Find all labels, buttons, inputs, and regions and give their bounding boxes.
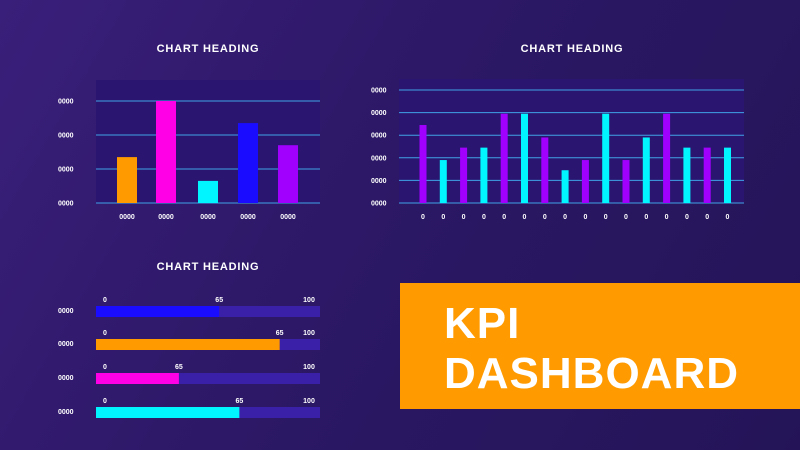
- chart2-bar: [460, 147, 468, 203]
- chart2-y-tick: 0000: [371, 88, 387, 95]
- chart2-x-tick: 0: [523, 214, 527, 221]
- chart3-min-label: 0: [103, 398, 107, 405]
- chart2-bar: [663, 113, 671, 203]
- chart1-x-tick: 0000: [200, 214, 216, 221]
- kpi-title-line1: KPI: [444, 299, 521, 348]
- chart3-track: [96, 373, 320, 384]
- chart3-value-label: 65: [175, 364, 183, 371]
- chart1-bar: [198, 180, 218, 203]
- chart3-min-label: 0: [103, 364, 107, 371]
- chart3-max-label: 100: [303, 398, 315, 405]
- chart2-x-tick: 0: [604, 214, 608, 221]
- chart2-x-tick: 0: [624, 214, 628, 221]
- chart2-bar: [724, 147, 731, 203]
- chart2-x-tick: 0: [543, 214, 547, 221]
- chart1-x-tick: 0000: [240, 214, 256, 221]
- chart2-y-tick: 0000: [371, 155, 387, 162]
- chart3-bar: [96, 339, 280, 350]
- chart2-x-tick: 0: [421, 214, 425, 221]
- chart1-x-tick: 0000: [158, 214, 174, 221]
- chart3-max-label: 100: [303, 330, 315, 337]
- chart1-bar: [278, 145, 298, 203]
- chart3-title: CHART HEADING: [156, 261, 260, 273]
- chart2-y-tick: 0000: [371, 133, 387, 140]
- chart1-x-tick: 0000: [280, 214, 296, 221]
- chart2-x-tick: 0: [644, 214, 648, 221]
- chart2-bar: [521, 113, 528, 203]
- chart2-x-tick: 0: [685, 214, 689, 221]
- chart3-max-label: 100: [303, 297, 315, 304]
- chart3-row-label: 0000: [58, 409, 74, 416]
- chart2-bar: [419, 125, 427, 203]
- chart3-value-label: 65: [276, 330, 284, 337]
- chart3-bar: [96, 407, 240, 418]
- chart2-x-tick: 0: [563, 214, 567, 221]
- chart2-bar: [500, 113, 508, 203]
- chart3-bar: [96, 306, 220, 317]
- chart1-y-tick: 0000: [58, 167, 74, 174]
- kpi-title-line2: DASHBOARD: [444, 349, 739, 398]
- chart1-bar: [117, 157, 137, 203]
- chart3-value-label: 65: [215, 297, 223, 304]
- chart2-bar: [541, 137, 549, 203]
- chart2-x-tick: 0: [482, 214, 486, 221]
- chart1-x-tick: 0000: [119, 214, 135, 221]
- chart2-bar: [602, 113, 610, 203]
- chart2-bar: [561, 170, 569, 203]
- chart2-x-tick: 0: [665, 214, 669, 221]
- chart2-bar: [439, 160, 447, 203]
- chart2-x-tick: 0: [583, 214, 587, 221]
- chart2-x-tick: 0: [502, 214, 506, 221]
- chart1-y-tick: 0000: [58, 201, 74, 208]
- chart2-bar: [622, 160, 630, 203]
- chart2-x-tick: 0: [462, 214, 466, 221]
- chart3-value-label: 65: [235, 398, 243, 405]
- chart3-row-label: 0000: [58, 375, 74, 382]
- chart3-max-label: 100: [303, 364, 315, 371]
- chart2-x-tick: 0: [726, 214, 730, 221]
- kpi-title: KPI DASHBOARD: [444, 299, 739, 399]
- chart3-row-label: 0000: [58, 308, 74, 315]
- chart2-x-tick: 0: [705, 214, 709, 221]
- chart3-bar: [96, 373, 179, 384]
- chart3-row-label: 0000: [58, 341, 74, 348]
- chart1-bar: [156, 101, 176, 203]
- chart2-y-tick: 0000: [371, 201, 387, 208]
- chart2-bar: [581, 160, 589, 203]
- chart1-bar: [238, 123, 258, 203]
- chart2-bar: [642, 137, 650, 203]
- chart2-title: CHART HEADING: [520, 43, 624, 55]
- kpi-banner: KPI DASHBOARD: [400, 283, 800, 409]
- chart2-y-tick: 0000: [371, 110, 387, 117]
- chart2-bar: [703, 147, 711, 203]
- chart1-y-tick: 0000: [58, 99, 74, 106]
- chart1-y-tick: 0000: [58, 133, 74, 140]
- chart2-bar: [683, 147, 691, 203]
- chart2-bar: [480, 147, 488, 203]
- chart1-title: CHART HEADING: [156, 43, 260, 55]
- chart2-y-tick: 0000: [371, 178, 387, 185]
- chart3-min-label: 0: [103, 330, 107, 337]
- chart3-min-label: 0: [103, 297, 107, 304]
- chart2-x-tick: 0: [441, 214, 445, 221]
